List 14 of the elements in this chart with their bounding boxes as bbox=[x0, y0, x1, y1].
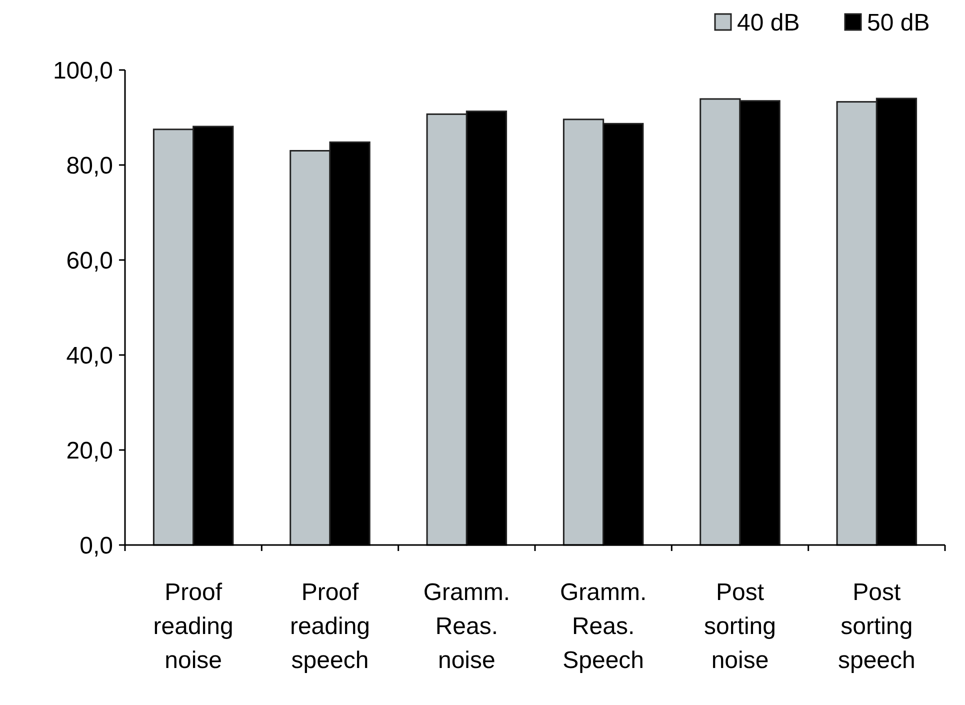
x-tick-label: Gramm. Reas. Speech bbox=[560, 579, 647, 674]
y-tick-label: 20,0 bbox=[66, 437, 113, 464]
y-tick-label: 0,0 bbox=[80, 532, 113, 560]
x-tick-label: Gramm. Reas. noise bbox=[423, 579, 510, 674]
legend-label: 50 dB bbox=[867, 9, 930, 36]
x-tick-label: Proof reading speech bbox=[290, 579, 370, 674]
y-tick-label: 60,0 bbox=[66, 247, 113, 274]
legend-label: 40 dB bbox=[737, 9, 800, 36]
y-tick-label: 80,0 bbox=[66, 152, 113, 180]
y-tick-label: 40,0 bbox=[66, 342, 113, 370]
y-tick-label: 100,0 bbox=[52, 57, 113, 84]
x-tick-label: Post sorting speech bbox=[838, 579, 916, 674]
x-tick-label: Proof reading noise bbox=[153, 579, 234, 674]
x-tick-label: Post sorting noise bbox=[704, 579, 776, 674]
